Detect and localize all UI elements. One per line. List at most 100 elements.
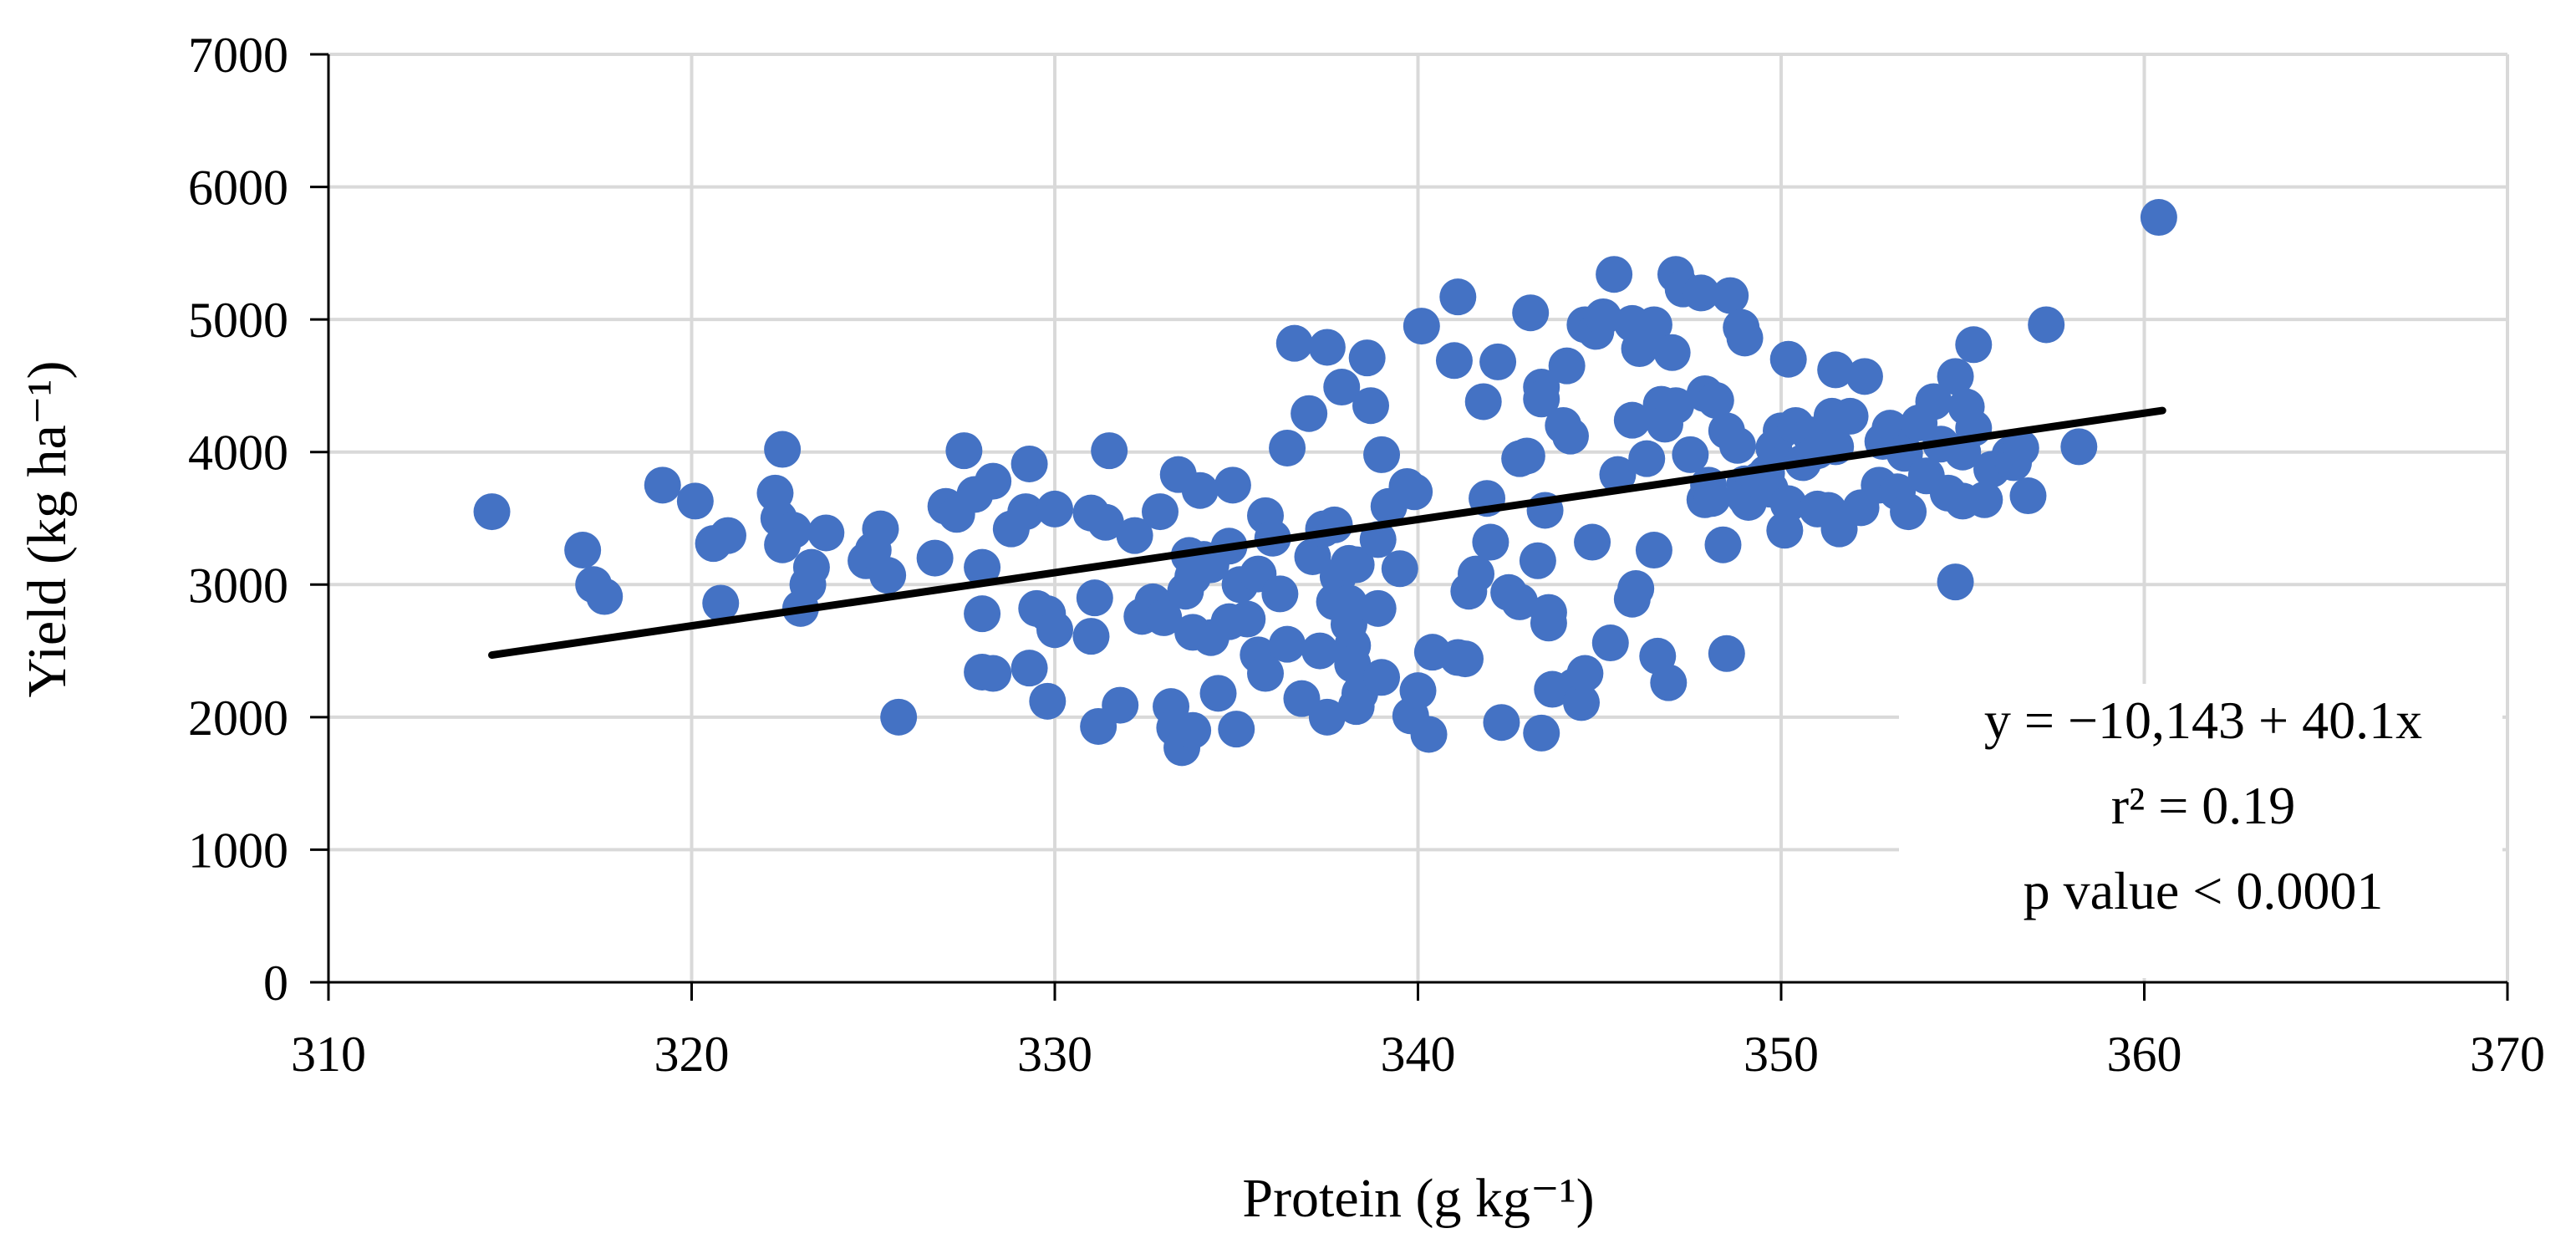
x-tick-label: 330 — [1017, 1027, 1092, 1082]
data-point — [1769, 340, 1807, 378]
tick-labels: 310 320 330 340 350 360 370 0 1000 2000 3000 4000 50… — [188, 28, 2545, 1082]
data-point — [1291, 395, 1328, 432]
data-point — [2002, 429, 2039, 466]
data-point — [1574, 523, 1611, 561]
data-point — [1966, 481, 2003, 518]
data-point — [1591, 624, 1629, 662]
data-point — [1181, 471, 1219, 509]
data-point — [1174, 711, 1212, 749]
data-point — [945, 432, 983, 470]
data-point — [1831, 397, 1869, 435]
data-point — [702, 584, 740, 622]
x-tick-label: 320 — [654, 1027, 730, 1082]
data-point — [1247, 655, 1285, 692]
data-point — [1718, 426, 1756, 464]
annotation-background — [1899, 684, 2502, 978]
data-point — [1269, 625, 1306, 663]
data-point — [1275, 324, 1313, 362]
data-point — [1261, 575, 1299, 613]
data-point — [1613, 401, 1651, 439]
y-tick-label: 5000 — [188, 293, 288, 348]
regression-equation: y = −10,143 + 40.1x — [1984, 691, 2422, 750]
data-point — [1036, 611, 1073, 649]
trendline-group — [488, 406, 2166, 660]
data-point — [1937, 358, 1974, 395]
data-point — [807, 514, 845, 552]
data-point — [2060, 428, 2098, 466]
data-point — [586, 578, 624, 615]
data-point — [1435, 342, 1473, 380]
y-tick-label: 2000 — [188, 691, 288, 746]
data-point — [1548, 347, 1586, 385]
data-point — [1337, 546, 1375, 584]
x-axis-title: Protein (g kg⁻¹) — [1242, 1168, 1594, 1229]
data-point — [1708, 635, 1745, 672]
data-point — [1029, 682, 1067, 720]
data-point — [1530, 604, 1567, 642]
data-point — [1352, 387, 1390, 425]
data-point — [775, 512, 812, 549]
data-point — [1551, 417, 1589, 455]
data-point — [764, 431, 802, 468]
data-point — [1316, 506, 1353, 543]
data-point — [1036, 490, 1073, 528]
y-tick-label: 4000 — [188, 426, 288, 481]
y-tick-label: 7000 — [188, 28, 288, 83]
data-point — [1348, 339, 1386, 377]
data-point — [1712, 277, 1749, 314]
data-point — [1566, 655, 1604, 692]
data-point — [1403, 308, 1440, 345]
data-point — [2140, 199, 2177, 237]
y-tick-label: 1000 — [188, 823, 288, 878]
data-point — [1381, 550, 1418, 588]
data-point — [1363, 659, 1401, 696]
data-point — [1937, 563, 1974, 601]
data-point — [1617, 570, 1655, 608]
data-point — [1323, 369, 1361, 406]
data-point — [880, 698, 918, 736]
data-point — [1683, 274, 1720, 312]
data-point — [1628, 440, 1666, 477]
regression-annotation: y = −10,143 + 40.1x r² = 0.19 p value < … — [1899, 684, 2502, 978]
x-tick-label: 340 — [1381, 1027, 1456, 1082]
data-point — [1363, 436, 1401, 473]
data-point — [792, 548, 830, 586]
data-points — [473, 199, 2177, 767]
data-point — [1817, 351, 1855, 389]
x-tick-label: 350 — [1744, 1027, 1819, 1082]
data-point — [1512, 294, 1550, 332]
data-point — [1915, 383, 1952, 421]
data-point — [1464, 383, 1502, 421]
data-point — [1523, 714, 1560, 752]
data-point — [1458, 555, 1495, 593]
r-squared-label: r² = 0.19 — [2111, 776, 2296, 835]
data-point — [1845, 358, 1883, 395]
data-point — [1145, 599, 1183, 636]
data-point — [1501, 583, 1539, 620]
data-point — [1229, 600, 1266, 638]
data-point — [964, 595, 1001, 633]
data-point — [1410, 716, 1448, 753]
data-point — [1283, 680, 1321, 717]
data-point — [1308, 329, 1346, 366]
data-point — [862, 510, 899, 548]
data-point — [1087, 503, 1124, 541]
data-point — [644, 466, 681, 504]
data-point — [1007, 493, 1045, 531]
data-point — [1399, 672, 1437, 710]
data-point — [1072, 618, 1110, 655]
data-point — [1439, 278, 1477, 316]
data-point — [1890, 493, 1927, 531]
data-point — [1635, 306, 1672, 344]
data-point — [869, 557, 907, 594]
data-point — [1011, 650, 1048, 687]
data-point — [1596, 256, 1633, 293]
data-point — [709, 517, 746, 554]
data-point — [676, 482, 714, 520]
data-point — [1091, 432, 1128, 470]
data-point — [1672, 436, 1709, 473]
data-point — [1704, 526, 1742, 563]
axes — [310, 53, 2509, 1001]
data-point — [1483, 704, 1520, 742]
data-point — [1523, 380, 1560, 418]
